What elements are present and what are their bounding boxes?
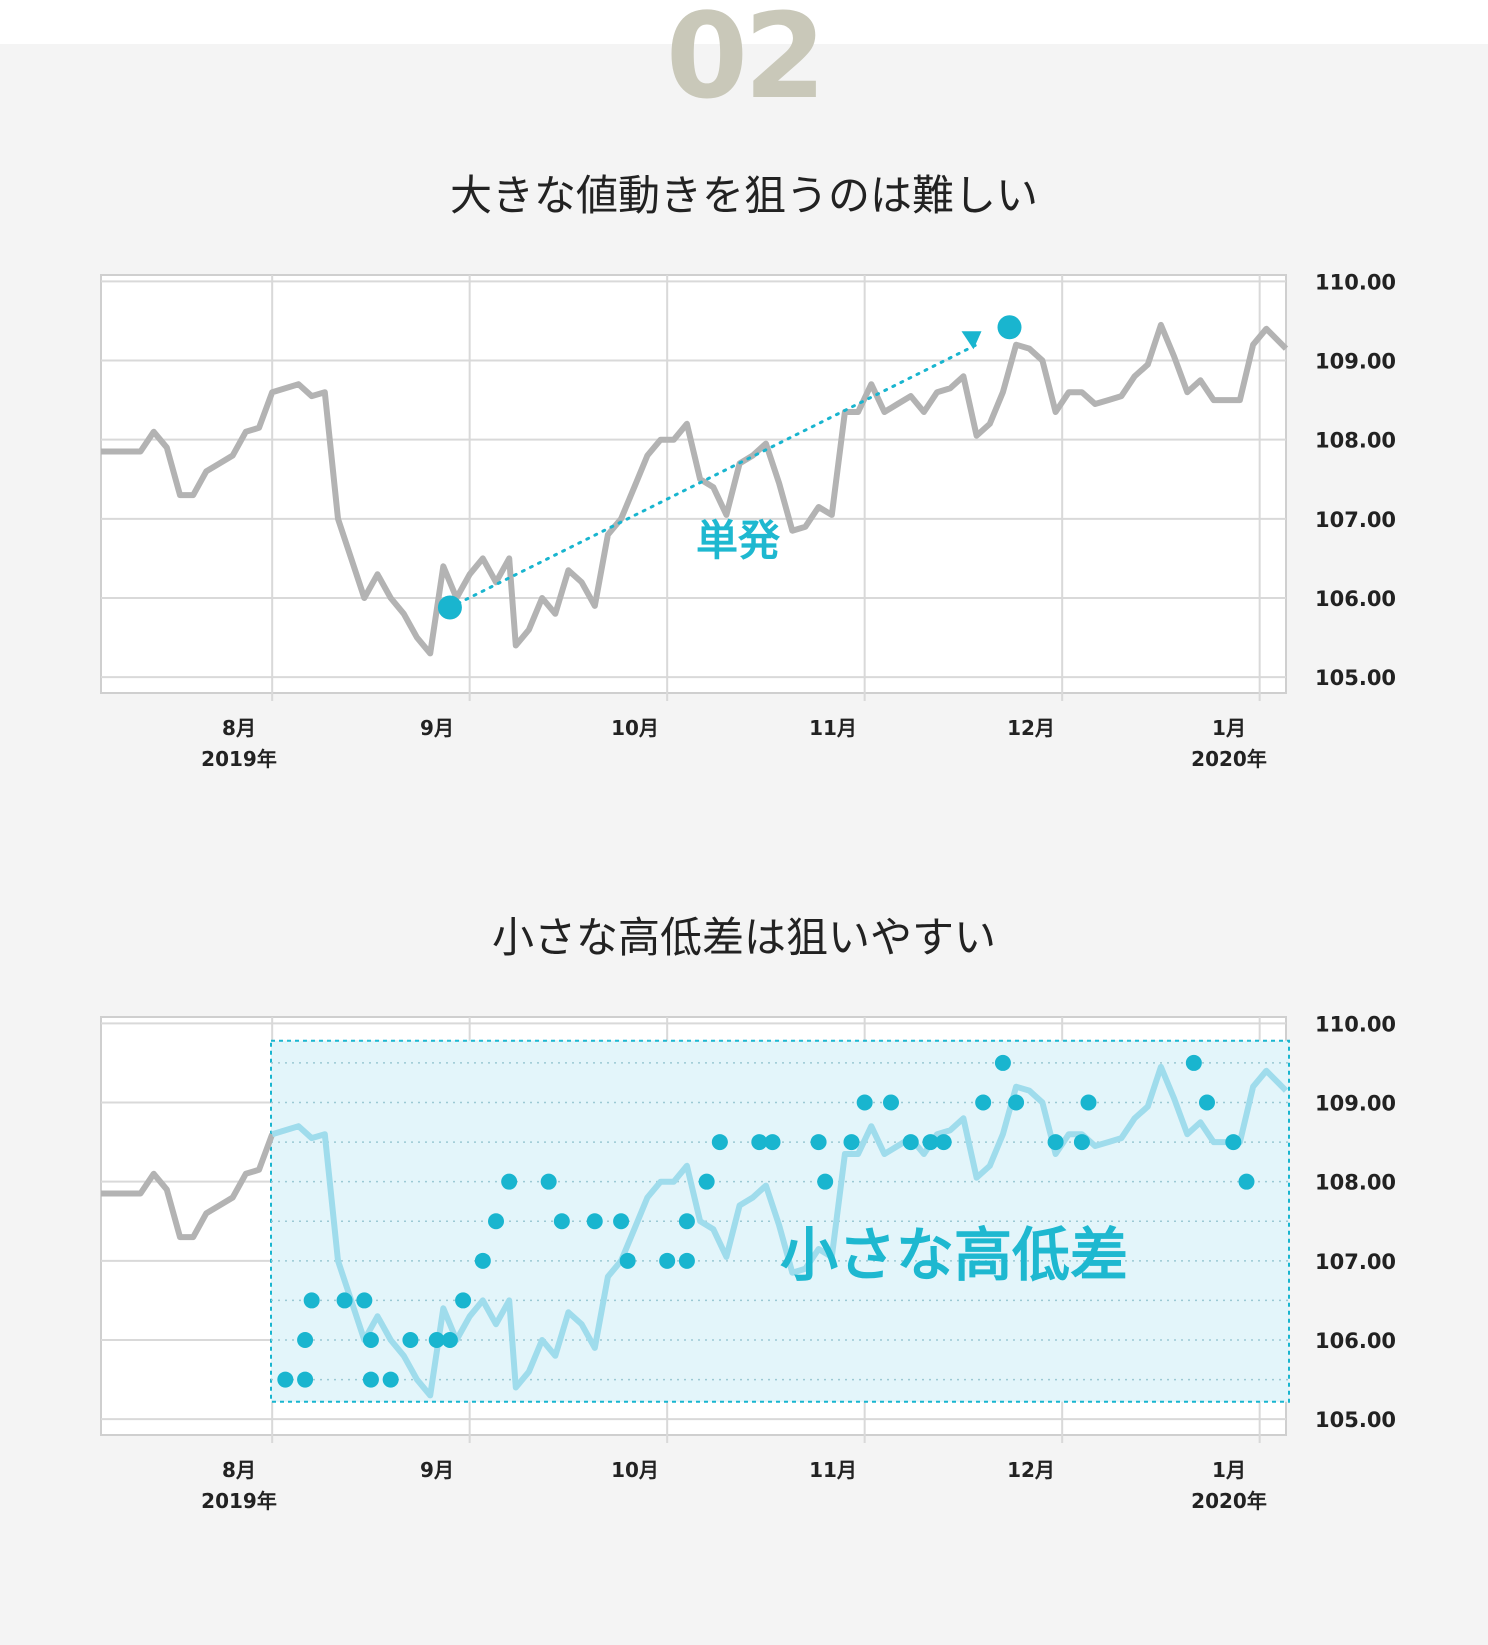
y-tick-label: 110.00	[1315, 1012, 1396, 1036]
x-tick-month: 10月	[611, 1458, 659, 1482]
price-line	[101, 321, 1289, 657]
section-number: 02	[665, 0, 826, 125]
price-line-past	[101, 1133, 276, 1241]
trade-point	[698, 1173, 715, 1190]
x-tick-month: 8月	[222, 716, 256, 740]
trade-point	[501, 1173, 518, 1190]
trade-point	[1080, 1094, 1097, 1111]
y-tick-label: 106.00	[1315, 1329, 1396, 1353]
trend-arrow-line	[448, 341, 981, 609]
x-tick-month: 8月	[222, 1458, 256, 1482]
y-tick-label: 107.00	[1315, 508, 1396, 532]
x-tick-month: 12月	[1007, 716, 1055, 740]
trade-point	[297, 1371, 314, 1388]
trade-point	[303, 1292, 320, 1309]
trade-point	[441, 1332, 458, 1348]
trade-point	[455, 1292, 472, 1309]
y-tick-label: 108.00	[1315, 429, 1396, 453]
trade-point	[553, 1213, 570, 1230]
plot-area	[100, 274, 1287, 694]
y-tick-label: 105.00	[1315, 1408, 1396, 1432]
trade-point	[902, 1134, 919, 1151]
trade-point	[922, 1134, 939, 1151]
trade-point	[883, 1094, 899, 1111]
trade-point	[356, 1292, 373, 1309]
trade-point	[810, 1134, 827, 1151]
y-tick-label: 107.00	[1315, 1250, 1396, 1274]
chart-2-title: 小さな高低差は狙いやすい	[491, 913, 996, 962]
trade-point	[488, 1213, 504, 1230]
chart-1: 110.00 109.00 108.00 107.00 106.00 105.00 8月 20…	[100, 270, 1396, 771]
trade-point	[474, 1252, 491, 1269]
y-tick-label: 109.00	[1315, 1092, 1396, 1116]
trade-point	[540, 1173, 557, 1190]
x-tick-month: 9月	[420, 716, 454, 740]
annotation-label: 小さな高低差	[780, 1221, 1128, 1289]
y-tick-label: 105.00	[1315, 666, 1396, 690]
trade-point	[751, 1134, 768, 1151]
trade-point	[994, 1054, 1011, 1071]
trade-point	[711, 1134, 728, 1151]
trade-point	[297, 1332, 314, 1348]
trade-point	[678, 1252, 695, 1269]
top-band	[0, 0, 1488, 44]
x-tick-year: 2019年	[201, 1489, 277, 1513]
trade-point	[678, 1213, 695, 1230]
trade-point	[817, 1173, 834, 1190]
trade-point	[1047, 1134, 1064, 1151]
trade-point	[1073, 1134, 1090, 1151]
trade-point	[362, 1332, 379, 1348]
trade-point	[382, 1371, 399, 1388]
trade-point	[586, 1213, 603, 1230]
trade-point	[843, 1134, 860, 1151]
x-tick-month: 11月	[809, 716, 857, 740]
chart-1-title: 大きな値動きを狙うのは難しい	[449, 171, 1038, 220]
trade-point	[277, 1371, 294, 1388]
price-line-highlight	[271, 1063, 1289, 1399]
trade-point	[975, 1094, 992, 1111]
annotation-label: 単発	[696, 516, 781, 565]
trade-point	[428, 1332, 445, 1348]
x-tick-month: 10月	[611, 716, 659, 740]
chart-2: 110.00 109.00 108.00 107.00 106.00 105.00 8月 20…	[100, 1012, 1396, 1513]
x-tick-year: 2020年	[1191, 747, 1267, 771]
trend-arrow-head	[961, 331, 982, 350]
trade-point	[764, 1134, 781, 1151]
trade-point	[1238, 1173, 1255, 1190]
trade-point	[1185, 1054, 1202, 1071]
trade-point	[935, 1134, 952, 1151]
x-tick-month: 12月	[1007, 1458, 1055, 1482]
trade-point	[856, 1094, 873, 1111]
x-tick-year: 2019年	[201, 747, 277, 771]
exit-point	[997, 315, 1022, 340]
trade-point	[1199, 1094, 1215, 1111]
trade-point	[1008, 1094, 1025, 1111]
entry-point	[437, 595, 462, 620]
trade-point	[659, 1252, 676, 1269]
x-tick-month: 1月	[1212, 1458, 1246, 1482]
x-tick-month: 1月	[1212, 716, 1246, 740]
y-tick-label: 110.00	[1315, 270, 1396, 294]
y-tick-label: 106.00	[1315, 587, 1396, 611]
x-tick-year: 2020年	[1191, 1489, 1267, 1513]
trade-point	[362, 1371, 379, 1388]
trade-point	[619, 1252, 636, 1269]
y-tick-label: 109.00	[1315, 350, 1396, 374]
trade-point	[613, 1213, 630, 1230]
trade-point	[1225, 1134, 1242, 1151]
x-tick-month: 9月	[420, 1458, 454, 1482]
x-tick-month: 11月	[809, 1458, 857, 1482]
y-tick-label: 108.00	[1315, 1171, 1396, 1195]
trade-point	[402, 1332, 419, 1348]
trade-point	[336, 1292, 353, 1309]
